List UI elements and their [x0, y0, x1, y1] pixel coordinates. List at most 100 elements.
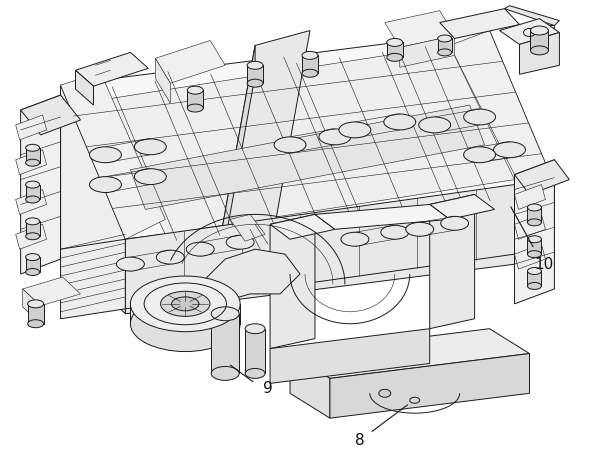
Polygon shape: [155, 40, 225, 83]
Ellipse shape: [527, 204, 541, 211]
Ellipse shape: [319, 129, 351, 145]
Ellipse shape: [419, 117, 451, 133]
Polygon shape: [330, 354, 529, 418]
Polygon shape: [270, 214, 315, 349]
Ellipse shape: [381, 225, 409, 239]
Polygon shape: [61, 72, 166, 239]
Polygon shape: [61, 85, 125, 314]
Ellipse shape: [247, 79, 263, 87]
Polygon shape: [61, 239, 125, 319]
Ellipse shape: [161, 291, 210, 316]
Polygon shape: [16, 150, 47, 175]
Ellipse shape: [437, 49, 452, 56]
Ellipse shape: [527, 219, 541, 226]
Ellipse shape: [527, 236, 541, 243]
Polygon shape: [155, 58, 170, 103]
Ellipse shape: [437, 35, 452, 42]
Polygon shape: [449, 31, 554, 184]
Ellipse shape: [387, 54, 403, 61]
Ellipse shape: [187, 104, 203, 112]
Polygon shape: [76, 52, 148, 86]
Polygon shape: [130, 304, 240, 324]
Polygon shape: [527, 271, 541, 286]
Polygon shape: [387, 42, 403, 57]
Polygon shape: [500, 18, 559, 45]
Ellipse shape: [527, 283, 541, 289]
Polygon shape: [23, 289, 41, 324]
Ellipse shape: [464, 109, 496, 125]
Ellipse shape: [172, 297, 199, 311]
Polygon shape: [430, 194, 494, 219]
Ellipse shape: [130, 276, 240, 332]
Ellipse shape: [379, 389, 391, 397]
Ellipse shape: [157, 250, 184, 264]
Ellipse shape: [211, 366, 239, 380]
Polygon shape: [26, 257, 40, 272]
Polygon shape: [245, 328, 265, 374]
Ellipse shape: [28, 320, 44, 328]
Polygon shape: [270, 214, 335, 239]
Polygon shape: [385, 11, 455, 47]
Polygon shape: [187, 90, 203, 108]
Ellipse shape: [440, 216, 469, 230]
Ellipse shape: [26, 196, 40, 203]
Ellipse shape: [26, 181, 40, 188]
Polygon shape: [100, 45, 515, 234]
Polygon shape: [220, 45, 255, 269]
Polygon shape: [125, 184, 554, 314]
Ellipse shape: [89, 176, 121, 193]
Text: 10: 10: [535, 256, 554, 272]
Polygon shape: [515, 184, 545, 209]
Ellipse shape: [245, 324, 265, 333]
Ellipse shape: [302, 69, 318, 77]
Ellipse shape: [226, 235, 254, 249]
Ellipse shape: [26, 159, 40, 166]
Polygon shape: [290, 328, 529, 378]
Polygon shape: [290, 354, 330, 418]
Polygon shape: [515, 160, 569, 194]
Ellipse shape: [26, 254, 40, 261]
Ellipse shape: [494, 142, 526, 158]
Ellipse shape: [387, 38, 403, 46]
Ellipse shape: [274, 137, 306, 153]
Polygon shape: [23, 277, 80, 306]
Ellipse shape: [211, 307, 239, 321]
Polygon shape: [515, 160, 554, 304]
Polygon shape: [520, 25, 554, 55]
Ellipse shape: [247, 61, 263, 69]
Ellipse shape: [187, 86, 203, 94]
Polygon shape: [16, 189, 47, 214]
Ellipse shape: [245, 369, 265, 378]
Polygon shape: [530, 31, 548, 50]
Ellipse shape: [89, 147, 121, 163]
Polygon shape: [125, 184, 515, 309]
Text: 8: 8: [355, 432, 365, 447]
Ellipse shape: [302, 51, 318, 59]
Polygon shape: [130, 105, 485, 209]
Text: 9: 9: [263, 381, 273, 396]
Polygon shape: [515, 214, 545, 239]
Polygon shape: [26, 184, 40, 199]
Polygon shape: [247, 65, 263, 83]
Polygon shape: [230, 214, 265, 241]
Polygon shape: [527, 207, 541, 222]
Ellipse shape: [339, 122, 371, 138]
Polygon shape: [315, 204, 449, 230]
Ellipse shape: [186, 242, 214, 256]
Ellipse shape: [26, 144, 40, 151]
Polygon shape: [220, 31, 310, 239]
Polygon shape: [190, 249, 300, 304]
Polygon shape: [520, 32, 559, 74]
Ellipse shape: [384, 114, 416, 130]
Ellipse shape: [341, 232, 369, 246]
Ellipse shape: [134, 169, 166, 184]
Ellipse shape: [527, 268, 541, 274]
Polygon shape: [26, 221, 40, 236]
Polygon shape: [26, 148, 40, 163]
Ellipse shape: [26, 218, 40, 225]
Polygon shape: [400, 36, 455, 68]
Polygon shape: [61, 31, 554, 239]
Ellipse shape: [530, 26, 548, 35]
Ellipse shape: [26, 233, 40, 240]
Ellipse shape: [530, 46, 548, 55]
